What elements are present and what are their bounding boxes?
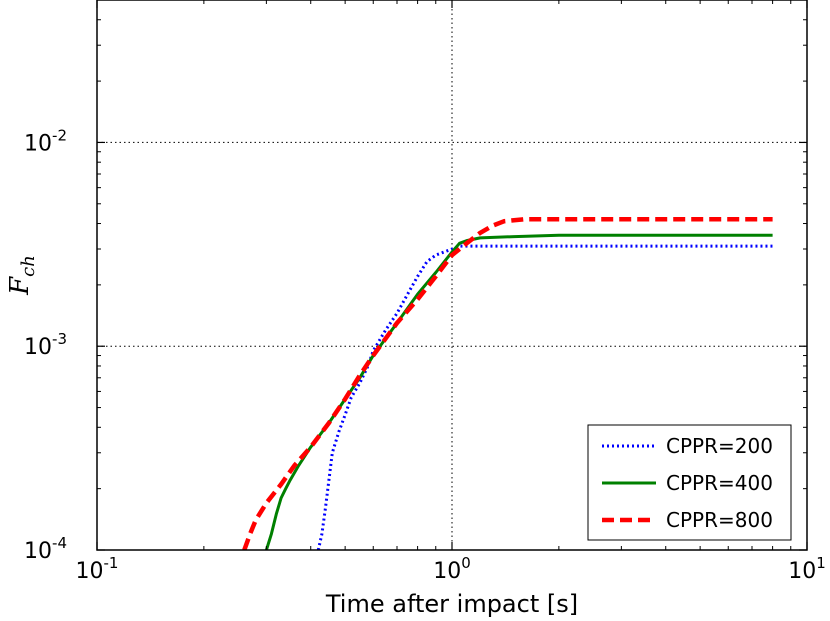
ticks: 10-1 100 101 10-4 10-3 10-2: [24, 0, 826, 584]
y-axis-label: Fch: [5, 255, 39, 296]
series-layer: [242, 216, 773, 550]
legend: CPPR=200 CPPR=400 CPPR=800: [587, 424, 792, 541]
y-axis-label-sub: ch: [18, 255, 39, 277]
y-tick-label: 10-2: [24, 126, 67, 156]
series-line-cppr-800: [242, 216, 773, 550]
x-tick-label: 101: [788, 554, 826, 584]
x-axis-label: Time after impact [s]: [325, 590, 578, 618]
legend-label: CPPR=200: [666, 434, 773, 458]
y-tick-label: 10-3: [24, 330, 67, 360]
legend-label: CPPR=400: [666, 471, 773, 495]
y-tick-label: 10-4: [24, 534, 67, 564]
legend-label: CPPR=800: [666, 508, 773, 532]
grid: [97, 0, 807, 550]
y-axis-label-base: F: [5, 276, 35, 296]
x-tick-label: 10-1: [76, 554, 119, 584]
x-tick-label: 100: [433, 554, 471, 584]
axis-labels: Time after impact [s] Fch: [5, 255, 578, 618]
